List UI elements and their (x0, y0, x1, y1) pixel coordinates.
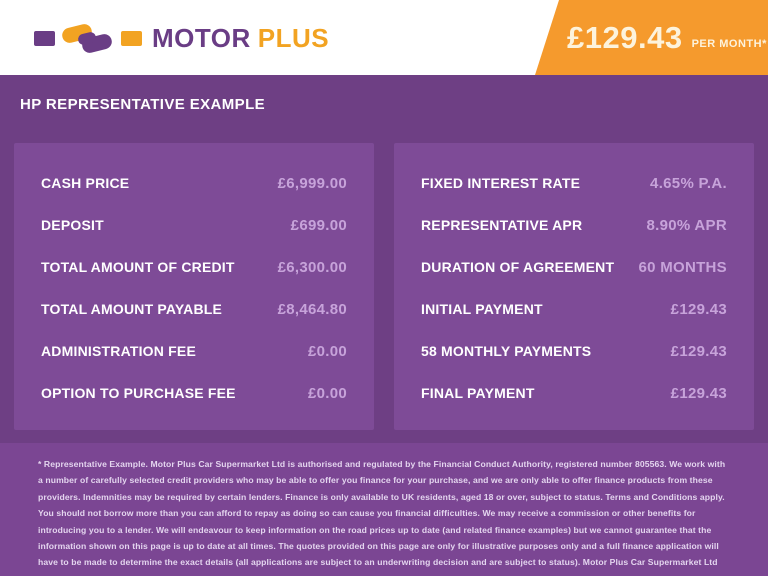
finance-row-label: DURATION OF AGREEMENT (421, 259, 615, 275)
finance-row-value: £0.00 (307, 384, 347, 402)
finance-row-total-credit: TOTAL AMOUNT OF CREDIT £6,300.00 (41, 246, 347, 288)
finance-row-label: TOTAL AMOUNT OF CREDIT (41, 259, 235, 275)
finance-row-admin-fee: ADMINISTRATION FEE £0.00 (41, 330, 347, 372)
motorplus-logo: MOTOR PLUS (34, 20, 329, 56)
finance-row-value: £129.43 (670, 300, 727, 318)
finance-row-label: ADMINISTRATION FEE (41, 343, 197, 359)
monthly-price-suffix: PER MONTH* (691, 37, 767, 50)
finance-row-label: TOTAL AMOUNT PAYABLE (41, 301, 223, 317)
disclaimer-footer: * Representative Example. Motor Plus Car… (0, 443, 768, 576)
finance-row-option-fee: OPTION TO PURCHASE FEE £0.00 (41, 372, 347, 414)
finance-row-duration: DURATION OF AGREEMENT 60 MONTHS (421, 246, 727, 288)
logo-word-plus: PLUS (257, 22, 330, 53)
price-banner: £129.43 PER MONTH* (535, 0, 768, 75)
disclaimer-text: * Representative Example. Motor Plus Car… (38, 459, 726, 576)
finance-row-deposit: DEPOSIT £699.00 (41, 204, 347, 246)
handshake-icon (34, 24, 142, 53)
finance-row-label: CASH PRICE (41, 175, 130, 191)
finance-row-cash-price: CASH PRICE £6,999.00 (41, 162, 347, 204)
finance-row-value: £0.00 (307, 342, 347, 360)
finance-row-interest-rate: FIXED INTEREST RATE 4.65% P.A. (421, 162, 727, 204)
header-bar: MOTOR PLUS £129.43 PER MONTH* (0, 0, 768, 75)
finance-row-label: FIXED INTEREST RATE (421, 175, 581, 191)
finance-row-value: 4.65% P.A. (650, 174, 727, 192)
logo-text: MOTOR PLUS (152, 23, 329, 54)
finance-row-value: £8,464.80 (277, 300, 347, 318)
finance-row-apr: REPRESENTATIVE APR 8.90% APR (421, 204, 727, 246)
finance-row-value: £6,999.00 (277, 174, 347, 192)
finance-row-value: £699.00 (290, 216, 347, 234)
finance-panel-right: FIXED INTEREST RATE 4.65% P.A. REPRESENT… (394, 143, 754, 430)
logo-word-motor: MOTOR (152, 22, 251, 53)
finance-panel-left: CASH PRICE £6,999.00 DEPOSIT £699.00 TOT… (14, 143, 374, 430)
finance-row-label: DEPOSIT (41, 217, 104, 233)
finance-row-monthly-payments: 58 MONTHLY PAYMENTS £129.43 (421, 330, 727, 372)
page-title: HP REPRESENTATIVE EXAMPLE (20, 96, 266, 113)
monthly-price: £129.43 (567, 19, 683, 55)
finance-row-label: INITIAL PAYMENT (421, 301, 543, 317)
finance-panels: CASH PRICE £6,999.00 DEPOSIT £699.00 TOT… (14, 143, 754, 430)
finance-row-final-payment: FINAL PAYMENT £129.43 (421, 372, 727, 414)
finance-row-label: FINAL PAYMENT (421, 385, 535, 401)
finance-row-label: 58 MONTHLY PAYMENTS (421, 343, 592, 359)
finance-row-initial-payment: INITIAL PAYMENT £129.43 (421, 288, 727, 330)
finance-row-value: 60 MONTHS (638, 258, 727, 276)
finance-row-value: £129.43 (670, 342, 727, 360)
finance-row-value: £6,300.00 (277, 258, 347, 276)
finance-row-value: £129.43 (670, 384, 727, 402)
finance-row-label: OPTION TO PURCHASE FEE (41, 385, 236, 401)
finance-row-total-payable: TOTAL AMOUNT PAYABLE £8,464.80 (41, 288, 347, 330)
finance-row-label: REPRESENTATIVE APR (421, 217, 583, 233)
finance-row-value: 8.90% APR (646, 216, 727, 234)
